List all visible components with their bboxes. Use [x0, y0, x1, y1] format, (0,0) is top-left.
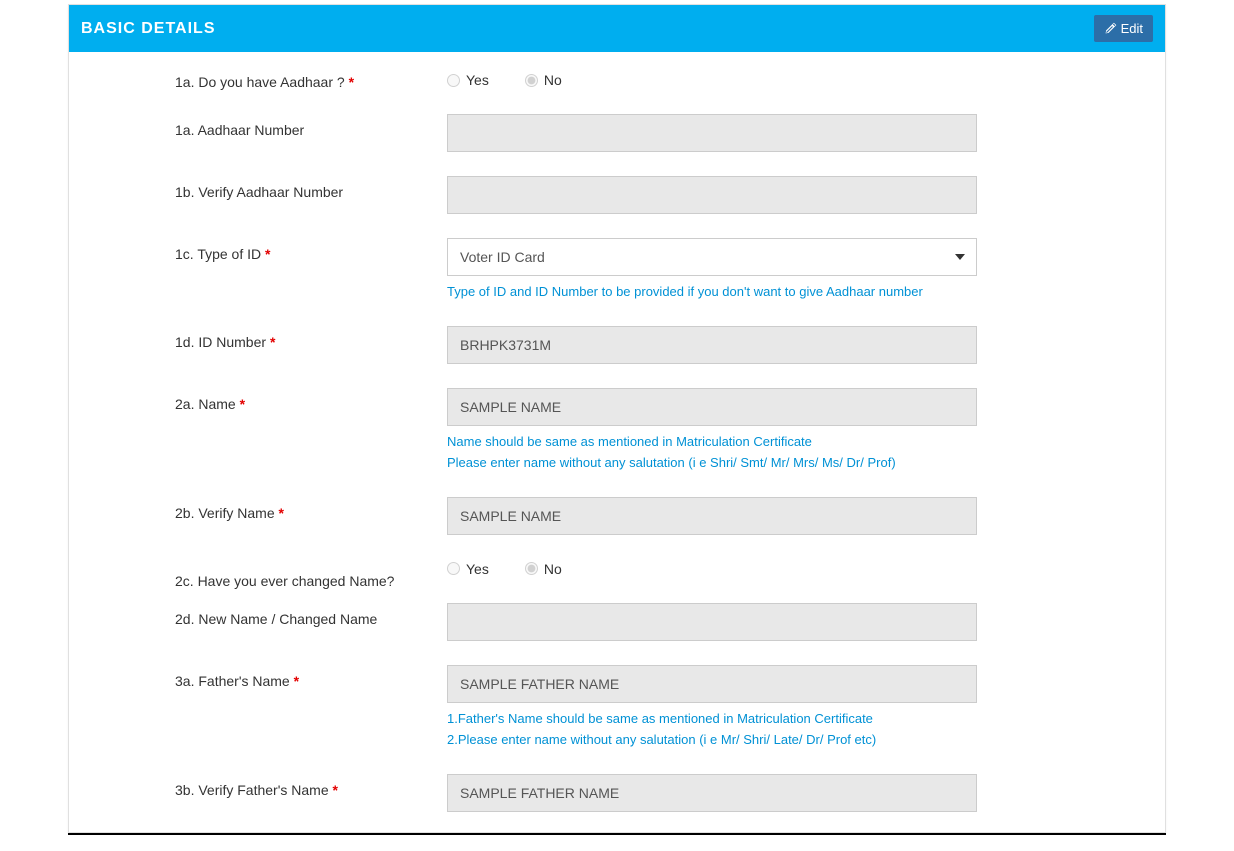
type-of-id-select-wrap: Voter ID Card: [447, 238, 977, 276]
row-aadhaar-number: 1a. Aadhaar Number: [89, 114, 1145, 152]
row-type-of-id: 1c. Type of ID * Voter ID Card Type of I…: [89, 238, 1145, 302]
radio-changed-no-input[interactable]: [525, 562, 538, 575]
form-body: 1a. Do you have Aadhaar ? * Yes No 1a. A…: [69, 52, 1165, 832]
radio-aadhaar-yes[interactable]: Yes: [447, 72, 489, 88]
required-mark: *: [294, 673, 299, 689]
radio-changed-no[interactable]: No: [525, 561, 562, 577]
label-id-number: 1d. ID Number *: [89, 326, 447, 350]
radio-changed-yes-input[interactable]: [447, 562, 460, 575]
row-name: 2a. Name * Name should be same as mentio…: [89, 388, 1145, 473]
type-of-id-select[interactable]: Voter ID Card: [447, 238, 977, 276]
aadhaar-number-input[interactable]: [447, 114, 977, 152]
row-father-name: 3a. Father's Name * 1.Father's Name shou…: [89, 665, 1145, 750]
row-changed-name: 2c. Have you ever changed Name? Yes No: [89, 559, 1145, 589]
label-aadhaar-number: 1a. Aadhaar Number: [89, 114, 447, 138]
required-mark: *: [265, 246, 270, 262]
label-changed-name: 2c. Have you ever changed Name?: [89, 559, 447, 589]
id-number-input[interactable]: [447, 326, 977, 364]
label-verify-aadhaar: 1b. Verify Aadhaar Number: [89, 176, 447, 200]
helper-father-2: 2.Please enter name without any salutati…: [447, 730, 977, 750]
required-mark: *: [240, 396, 245, 412]
label-verify-name: 2b. Verify Name *: [89, 497, 447, 521]
label-new-name: 2d. New Name / Changed Name: [89, 603, 447, 627]
name-input[interactable]: [447, 388, 977, 426]
row-new-name: 2d. New Name / Changed Name: [89, 603, 1145, 641]
label-type-of-id: 1c. Type of ID *: [89, 238, 447, 262]
new-name-input[interactable]: [447, 603, 977, 641]
helper-father-1: 1.Father's Name should be same as mentio…: [447, 709, 977, 729]
label-father-name: 3a. Father's Name *: [89, 665, 447, 689]
required-mark: *: [333, 782, 338, 798]
row-id-number: 1d. ID Number *: [89, 326, 1145, 364]
basic-details-panel: BASIC DETAILS Edit 1a. Do you have Aadha…: [68, 4, 1166, 833]
radio-group-have-aadhaar: Yes No: [447, 70, 977, 88]
edit-icon: [1104, 22, 1117, 35]
label-verify-father-name: 3b. Verify Father's Name *: [89, 774, 447, 798]
radio-aadhaar-no[interactable]: No: [525, 72, 562, 88]
bottom-border: [68, 833, 1166, 835]
radio-changed-yes[interactable]: Yes: [447, 561, 489, 577]
label-have-aadhaar: 1a. Do you have Aadhaar ? *: [89, 70, 447, 90]
helper-name-1: Name should be same as mentioned in Matr…: [447, 432, 977, 452]
verify-name-input[interactable]: [447, 497, 977, 535]
row-verify-name: 2b. Verify Name *: [89, 497, 1145, 535]
panel-title: BASIC DETAILS: [81, 20, 215, 38]
radio-group-changed-name: Yes No: [447, 559, 977, 577]
verify-father-name-input[interactable]: [447, 774, 977, 812]
verify-aadhaar-input[interactable]: [447, 176, 977, 214]
required-mark: *: [270, 334, 275, 350]
required-mark: *: [279, 505, 284, 521]
row-verify-aadhaar: 1b. Verify Aadhaar Number: [89, 176, 1145, 214]
edit-button[interactable]: Edit: [1094, 15, 1153, 42]
required-mark: *: [349, 74, 354, 90]
panel-header: BASIC DETAILS Edit: [69, 5, 1165, 52]
helper-name-2: Please enter name without any salutation…: [447, 453, 977, 473]
row-have-aadhaar: 1a. Do you have Aadhaar ? * Yes No: [89, 70, 1145, 90]
edit-button-label: Edit: [1121, 21, 1143, 36]
label-name: 2a. Name *: [89, 388, 447, 412]
row-verify-father-name: 3b. Verify Father's Name *: [89, 774, 1145, 812]
radio-aadhaar-no-input[interactable]: [525, 74, 538, 87]
radio-aadhaar-yes-input[interactable]: [447, 74, 460, 87]
field-have-aadhaar: Yes No: [447, 70, 977, 88]
father-name-input[interactable]: [447, 665, 977, 703]
helper-type-of-id: Type of ID and ID Number to be provided …: [447, 282, 977, 302]
